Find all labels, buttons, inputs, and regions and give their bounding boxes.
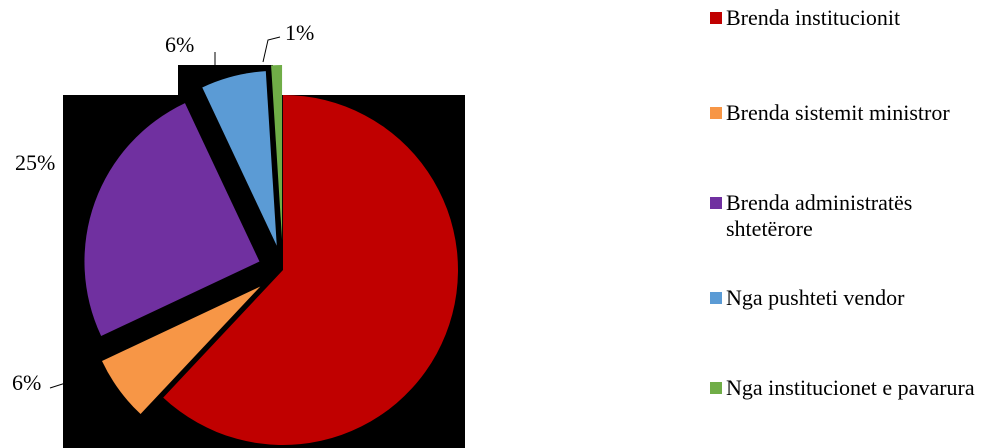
leader-line: [262, 36, 281, 63]
data-label: 1%: [285, 20, 314, 45]
legend-item: Brenda sistemit ministror: [710, 100, 980, 126]
legend-label: Brenda institucionit: [726, 5, 901, 30]
legend-swatch: [710, 12, 722, 24]
pie-slice: [102, 286, 261, 415]
legend-label: Brenda sistemit ministror: [726, 100, 950, 125]
legend-swatch: [710, 107, 722, 119]
pie-slice: [271, 65, 283, 241]
pie-slice: [202, 71, 277, 246]
data-label: 25%: [15, 150, 55, 175]
legend-label: Nga pushteti vendor: [726, 285, 905, 310]
data-label: 6%: [12, 370, 41, 395]
legend-swatch: [710, 197, 722, 209]
legend-label: Nga institucionet e pavarura: [726, 375, 975, 400]
pie-slice: [163, 95, 458, 446]
data-label: 6%: [165, 32, 194, 57]
legend-swatch: [710, 292, 722, 304]
legend-item: Nga institucionet e pavarura: [710, 375, 980, 401]
legend-item: Nga pushteti vendor: [710, 285, 980, 311]
legend-item: Brenda administratës shtetërore: [710, 190, 980, 242]
legend-item: Brenda institucionit: [710, 5, 980, 31]
pie-slice: [84, 103, 260, 337]
leader-line: [49, 379, 76, 389]
legend-swatch: [710, 382, 722, 394]
legend-label: Brenda administratës shtetërore: [726, 190, 913, 241]
